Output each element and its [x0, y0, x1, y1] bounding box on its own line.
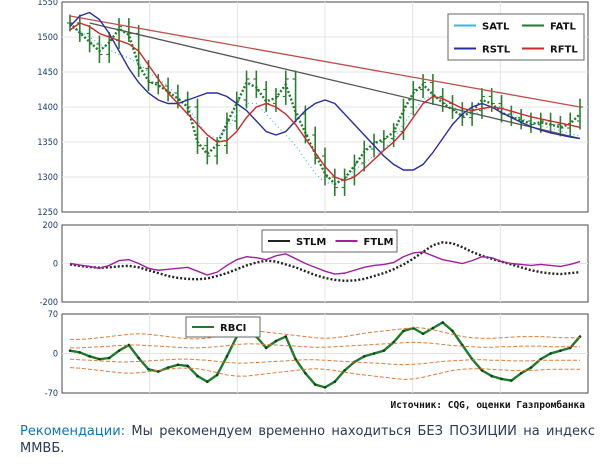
- data-point: [549, 352, 552, 355]
- data-point: [127, 343, 131, 347]
- data-point: [559, 349, 562, 352]
- series-line-band-1: [70, 327, 580, 340]
- data-point: [441, 321, 444, 324]
- data-point: [98, 357, 101, 361]
- y-tick-label: 200: [43, 221, 58, 231]
- data-point: [382, 349, 386, 352]
- data-point: [107, 356, 111, 360]
- data-point: [274, 339, 278, 343]
- chart-panel-price: 1550 1500 1450 1400 1350 1300 1250 SATL FATL RSTL…: [37, 0, 589, 218]
- data-point: [304, 371, 307, 375]
- recommendation-label: Рекомендации:: [20, 424, 126, 439]
- data-point: [529, 366, 533, 369]
- y-tick-label: 1450: [37, 68, 58, 78]
- legend-label-rstl: RSTL: [482, 45, 511, 56]
- y-tick-label: 1250: [37, 208, 58, 218]
- data-point: [323, 386, 327, 389]
- data-point: [264, 346, 268, 350]
- data-point: [176, 363, 180, 367]
- data-point: [313, 383, 317, 386]
- trendline: [89, 22, 581, 140]
- data-point: [196, 374, 199, 378]
- y-tick-label: 70: [48, 310, 58, 320]
- data-point: [480, 369, 484, 372]
- chart-svg: 1550 1500 1450 1400 1350 1300 1250 SATL FATL RSTL…: [37, 0, 589, 399]
- y-tick-label: 0: [53, 350, 58, 360]
- series-line-ftlm: [69, 251, 581, 276]
- data-point: [78, 351, 82, 354]
- series-line-fatl: [69, 22, 581, 186]
- data-point: [137, 356, 140, 360]
- legend-box: [447, 13, 585, 61]
- legend-box: [261, 229, 398, 253]
- data-point: [362, 355, 366, 358]
- y-tick-label: 1550: [37, 0, 58, 8]
- data-point: [333, 380, 337, 384]
- recommendation-paragraph: Рекомендации: Мы рекомендуем временно на…: [20, 423, 595, 457]
- y-tick-label: -70: [45, 389, 58, 399]
- data-point: [156, 370, 160, 373]
- data-point: [510, 379, 513, 382]
- data-point: [88, 355, 91, 358]
- series-line-rftl: [69, 22, 581, 182]
- y-tick-label: -200: [40, 298, 58, 308]
- legend-label-rbci: RBCI: [220, 323, 246, 334]
- legend-box: [185, 316, 261, 338]
- data-point: [294, 357, 297, 361]
- chart-panel-rbci: 70 0 -70 RBCI: [45, 310, 589, 399]
- series-line-band-3: [69, 358, 580, 366]
- y-tick-label: 0: [53, 260, 58, 270]
- y-tick-label: 1400: [37, 103, 58, 113]
- data-point: [117, 349, 121, 352]
- data-point: [372, 352, 376, 355]
- data-point: [186, 364, 189, 368]
- data-point: [147, 368, 150, 371]
- source-note: Источник: CQG, оценки Газпромбанка: [390, 400, 585, 411]
- data-point: [343, 369, 346, 372]
- series-line-band-4: [69, 367, 580, 380]
- legend-label-stlm: STLM: [296, 237, 326, 248]
- y-tick-label: 1300: [37, 173, 58, 183]
- y-tick-label: 1350: [37, 138, 58, 148]
- data-point: [451, 329, 454, 333]
- legend-label-rftl: RFTL: [550, 45, 578, 56]
- legend-label-fatl: FATL: [550, 22, 576, 33]
- recommendation-text: Мы рекомендуем временно находиться БЕЗ П…: [20, 424, 595, 456]
- legend-label-satl: SATL: [482, 22, 510, 33]
- data-point: [215, 373, 219, 377]
- data-point: [431, 326, 435, 330]
- data-point: [500, 377, 503, 381]
- data-point: [519, 371, 523, 375]
- data-point: [490, 374, 494, 378]
- data-point: [206, 380, 209, 384]
- data-point: [166, 366, 170, 369]
- legend-label-ftlm: FTLM: [364, 237, 394, 248]
- data-point: [402, 329, 405, 333]
- y-tick-label: 1500: [37, 33, 58, 43]
- data-point: [68, 349, 72, 352]
- series-line-rstl: [69, 11, 581, 171]
- data-point: [421, 332, 425, 336]
- data-point: [225, 355, 229, 358]
- chart-frame: 1550 1500 1450 1400 1350 1300 1250 SATL FATL RSTL…: [37, 0, 589, 399]
- data-point: [284, 335, 288, 338]
- data-point: [539, 357, 543, 361]
- chart-panel-oscillator: 200 0 -200 STLM FTLM: [40, 221, 589, 308]
- series-line-band-2: [70, 341, 580, 349]
- trendline: [69, 15, 581, 108]
